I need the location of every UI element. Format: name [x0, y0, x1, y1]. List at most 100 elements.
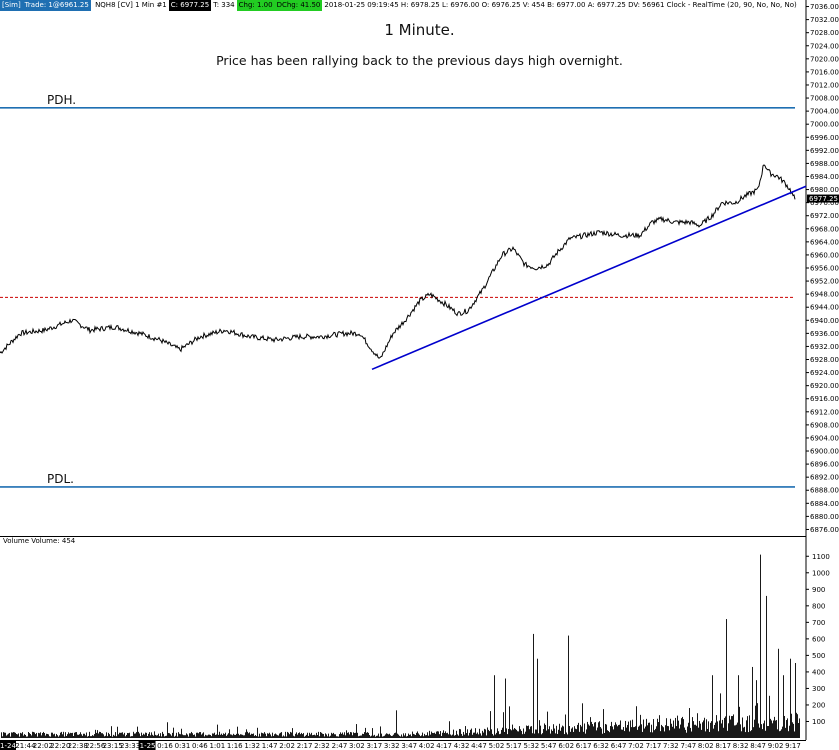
- volume-bar: [499, 734, 500, 738]
- volume-bar: [697, 713, 698, 738]
- volume-bar: [659, 715, 660, 738]
- volume-bar: [709, 731, 710, 738]
- volume-bar: [428, 735, 429, 738]
- volume-bar: [179, 733, 180, 738]
- volume-bar: [399, 735, 400, 738]
- volume-bar: [187, 734, 188, 738]
- volume-bar: [728, 723, 729, 738]
- price-axis-tick-label: 6996.00: [810, 134, 839, 142]
- price-axis-tick-label: 6892.00: [810, 474, 839, 482]
- volume-bar: [47, 733, 48, 738]
- volume-bar: [637, 729, 638, 738]
- volume-bar: [432, 732, 433, 738]
- time-axis-tick-label: 6:47: [611, 742, 627, 750]
- volume-bar: [713, 728, 714, 738]
- volume-bar: [395, 732, 396, 738]
- price-axis-tick-label: 7028.00: [810, 29, 839, 37]
- time-axis-tick-label: 4:02: [419, 742, 435, 750]
- volume-bar: [524, 733, 525, 738]
- volume-bar: [255, 735, 256, 738]
- last-price-label: 6977.25: [809, 195, 838, 203]
- volume-bar: [536, 729, 537, 738]
- time-axis-tick-label: 2:32: [314, 742, 330, 750]
- volume-bar: [272, 732, 273, 738]
- volume-axis-tick-label: 1000: [812, 569, 830, 577]
- volume-bar: [725, 716, 726, 738]
- volume-bar: [568, 635, 569, 738]
- volume-bar: [441, 735, 442, 738]
- volume-bar: [282, 736, 283, 738]
- volume-bar: [188, 736, 189, 738]
- volume-bar: [784, 715, 785, 738]
- volume-bar: [418, 733, 419, 738]
- volume-bar: [396, 710, 397, 738]
- volume-bar: [119, 732, 120, 738]
- volume-bar: [759, 727, 760, 738]
- volume-bar: [414, 734, 415, 738]
- volume-bar: [540, 725, 541, 738]
- volume-bar: [481, 735, 482, 738]
- volume-bar: [131, 736, 132, 738]
- volume-bar: [782, 726, 783, 738]
- time-axis-tick-label: 5:02: [489, 742, 505, 750]
- volume-bar: [170, 734, 171, 738]
- volume-bar: [231, 734, 232, 738]
- symbol-label: NQH8 [CV] 1 Min #1: [95, 1, 167, 9]
- volume-bar: [361, 735, 362, 738]
- volume-bar: [530, 726, 531, 738]
- volume-bar: [304, 736, 305, 738]
- volume-bar: [788, 731, 789, 738]
- volume-bar: [65, 732, 66, 738]
- volume-bar: [303, 733, 304, 738]
- volume-bar: [720, 693, 721, 738]
- time-axis-tick-label: 22:20: [50, 742, 70, 750]
- volume-bar: [291, 732, 292, 738]
- volume-bar: [281, 732, 282, 738]
- volume-bar: [203, 732, 204, 738]
- pdh-label: PDH.: [47, 93, 76, 107]
- volume-bar: [735, 725, 736, 738]
- volume-bar: [587, 721, 588, 738]
- volume-bar: [635, 726, 636, 738]
- volume-bar: [23, 735, 24, 738]
- time-axis-tick-label: 3:47: [401, 742, 417, 750]
- volume-bar: [679, 728, 680, 738]
- volume-bar: [1, 732, 2, 738]
- volume-bar: [132, 736, 133, 738]
- volume-bar: [345, 735, 346, 738]
- volume-bar: [284, 736, 285, 738]
- volume-bar: [11, 732, 12, 738]
- volume-bar: [505, 678, 506, 738]
- volume-bar: [558, 729, 559, 738]
- volume-bar: [391, 736, 392, 738]
- volume-bar: [606, 724, 607, 738]
- time-axis-tick-label: 7:17: [646, 742, 662, 750]
- volume-bar: [109, 734, 110, 738]
- volume-bar: [582, 703, 583, 738]
- time-axis-tick-label: 8:17: [715, 742, 731, 750]
- volume-bar: [70, 732, 71, 738]
- volume-bar: [75, 732, 76, 738]
- volume-bar: [608, 731, 609, 738]
- volume-bar: [537, 658, 538, 738]
- volume-bar: [276, 734, 277, 738]
- volume-bar: [85, 735, 86, 738]
- volume-bar: [253, 733, 254, 738]
- volume-bar: [365, 727, 366, 738]
- volume-bar: [344, 732, 345, 738]
- price-series-line: [0, 164, 796, 359]
- volume-bar: [479, 728, 480, 738]
- volume-bar: [270, 734, 271, 738]
- volume-bar: [601, 728, 602, 738]
- time-axis-tick-label: 6:02: [558, 742, 574, 750]
- volume-bar: [7, 734, 8, 738]
- volume-bar: [749, 715, 750, 738]
- volume-bar: [354, 733, 355, 738]
- volume-bar: [730, 719, 731, 738]
- volume-bar: [786, 720, 787, 738]
- volume-bar: [522, 734, 523, 738]
- time-axis-tick-label: 22:38: [68, 742, 88, 750]
- time-axis-tick-label: 4:32: [454, 742, 470, 750]
- volume-bar: [513, 729, 514, 738]
